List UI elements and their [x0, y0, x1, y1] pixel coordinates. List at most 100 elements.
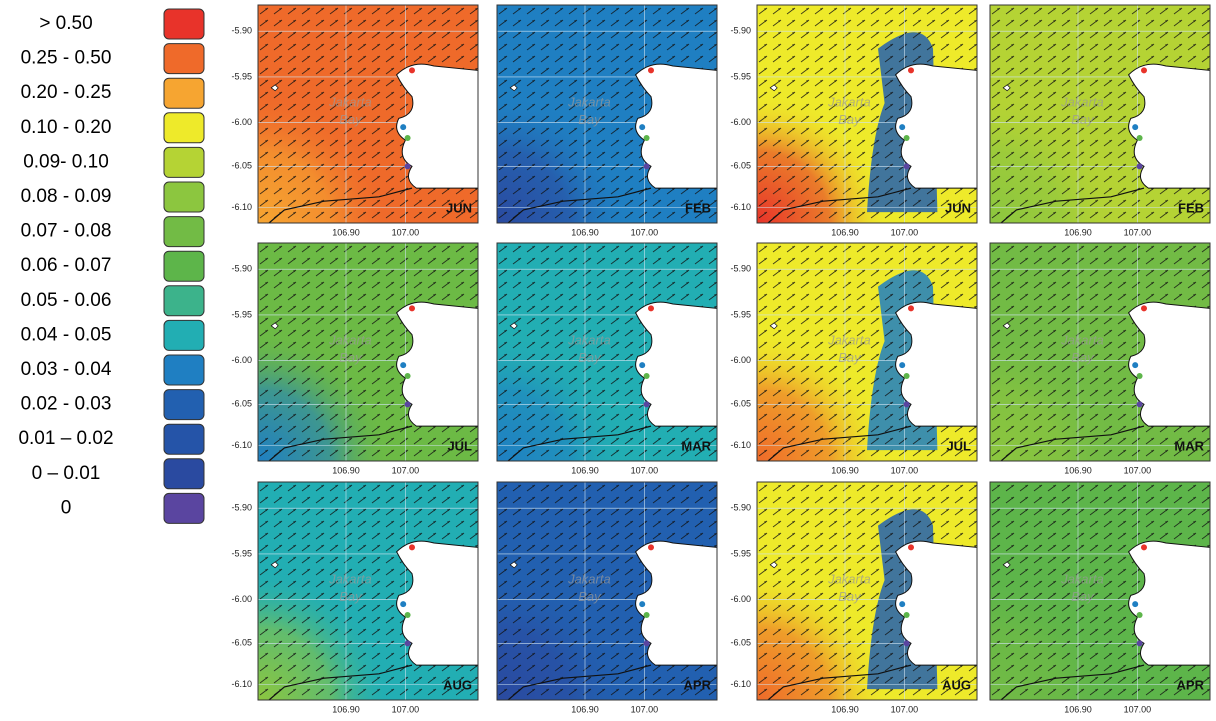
x-tick-label: 106.90 [332, 465, 360, 475]
map-panel: JakartaBayJUL106.90107.00-5.90-5.95-6.00… [231, 243, 478, 475]
month-label: APR [1177, 677, 1205, 692]
x-tick-label: 107.00 [1124, 465, 1152, 475]
place-label: Jakarta [1060, 333, 1104, 348]
station [644, 373, 650, 379]
y-tick-label: -5.95 [231, 309, 252, 319]
x-tick-label: 107.00 [631, 704, 659, 714]
map-panel: JakartaBayFEB106.90107.00 [497, 5, 717, 237]
station [409, 67, 415, 73]
station [644, 135, 650, 141]
y-tick-label: -6.00 [730, 594, 751, 604]
place-label: Jakarta [827, 572, 871, 587]
station [1137, 163, 1143, 169]
place-label: Bay [339, 350, 363, 365]
legend-swatch [164, 113, 204, 143]
x-tick-label: 106.90 [831, 227, 859, 237]
place-label: Jakarta [567, 572, 611, 587]
map-panel: JakartaBayAUG106.90107.00-5.90-5.95-6.00… [730, 482, 977, 714]
station [904, 401, 910, 407]
y-tick-label: -6.00 [730, 355, 751, 365]
x-tick-label: 106.90 [831, 704, 859, 714]
map-panel: JakartaBayMAR106.90107.00 [990, 243, 1210, 475]
station [1137, 401, 1143, 407]
y-tick-label: -5.90 [730, 503, 751, 513]
station [648, 67, 654, 73]
station [639, 124, 645, 130]
x-tick-label: 107.00 [891, 704, 919, 714]
station [1141, 67, 1147, 73]
station [908, 305, 914, 311]
y-tick-label: -6.10 [730, 440, 751, 450]
y-tick-label: -5.95 [730, 71, 751, 81]
month-label: AUG [443, 677, 472, 692]
station [908, 67, 914, 73]
legend-label: 0.20 - 0.25 [21, 82, 112, 103]
station [644, 401, 650, 407]
legend-label: > 0.50 [39, 13, 92, 34]
legend-label: 0.02 - 0.03 [21, 394, 112, 415]
station [899, 124, 905, 130]
place-label: Bay [838, 350, 862, 365]
station [1132, 362, 1138, 368]
station [904, 135, 910, 141]
month-label: JUL [447, 438, 472, 453]
month-label: JUN [945, 200, 971, 215]
station [405, 135, 411, 141]
station [904, 373, 910, 379]
y-tick-label: -5.90 [730, 264, 751, 274]
legend-label: 0.06 - 0.07 [21, 255, 112, 276]
legend-label: 0.04 - 0.05 [21, 324, 112, 345]
x-tick-label: 107.00 [891, 227, 919, 237]
station [409, 544, 415, 550]
station [899, 601, 905, 607]
place-label: Jakarta [328, 333, 372, 348]
place-label: Bay [578, 112, 602, 127]
y-tick-label: -6.05 [231, 161, 252, 171]
station [1137, 640, 1143, 646]
month-label: MAR [681, 438, 711, 453]
y-tick-label: -6.00 [231, 355, 252, 365]
x-tick-label: 106.90 [1064, 465, 1092, 475]
y-tick-label: -5.90 [231, 26, 252, 36]
y-tick-label: -6.05 [231, 638, 252, 648]
place-label: Jakarta [827, 333, 871, 348]
legend-swatch [164, 320, 204, 350]
place-label: Jakarta [328, 572, 372, 587]
y-tick-label: -6.00 [730, 117, 751, 127]
legend-swatch [164, 217, 204, 247]
place-label: Jakarta [328, 95, 372, 110]
place-label: Bay [578, 350, 602, 365]
station [899, 362, 905, 368]
x-tick-label: 106.90 [1064, 227, 1092, 237]
station [1137, 612, 1143, 618]
map-panel: JakartaBayMAR106.90107.00 [497, 243, 717, 475]
legend-label: 0.07 - 0.08 [21, 221, 112, 242]
legend-swatch [164, 147, 204, 177]
place-label: Bay [838, 589, 862, 604]
place-label: Jakarta [1060, 572, 1104, 587]
y-tick-label: -6.05 [730, 638, 751, 648]
legend-swatch [164, 459, 204, 489]
y-tick-label: -5.95 [730, 309, 751, 319]
y-tick-label: -6.05 [730, 161, 751, 171]
x-tick-label: 106.90 [831, 465, 859, 475]
station [904, 612, 910, 618]
x-tick-label: 107.00 [1124, 704, 1152, 714]
x-tick-label: 106.90 [571, 227, 599, 237]
legend-label: 0.05 - 0.06 [21, 290, 112, 311]
month-label: APR [684, 677, 712, 692]
station [1137, 135, 1143, 141]
station [400, 362, 406, 368]
legend-label: 0 – 0.01 [32, 463, 101, 484]
month-label: JUL [946, 438, 971, 453]
place-label: Bay [1071, 589, 1095, 604]
place-label: Jakarta [567, 95, 611, 110]
y-tick-label: -6.10 [231, 202, 252, 212]
legend-label: 0.25 - 0.50 [21, 48, 112, 69]
y-tick-label: -5.90 [231, 503, 252, 513]
station [405, 373, 411, 379]
x-tick-label: 106.90 [571, 465, 599, 475]
